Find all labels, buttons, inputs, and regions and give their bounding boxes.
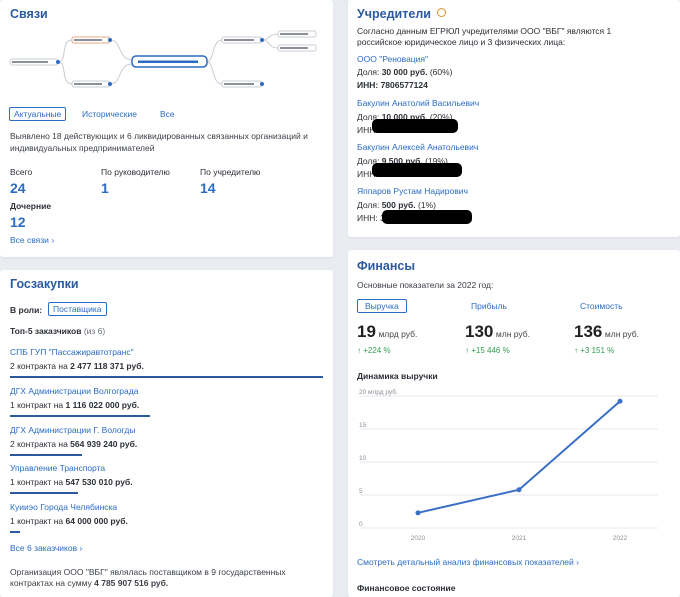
founder-inn: ИНН	[357, 169, 376, 179]
chevron-right-icon: ›	[79, 543, 83, 553]
customer-name[interactable]: ДГХ Администрации Г. Вологды	[10, 425, 136, 435]
stat-label-founder: По учредителю	[200, 167, 261, 177]
x-tick-label: 2022	[613, 535, 628, 542]
y-tick-label: 0	[359, 521, 363, 528]
stat-value-founder[interactable]: 14	[200, 180, 216, 196]
financial-analysis-link[interactable]: Смотреть детальный анализ финансовых пок…	[357, 557, 579, 567]
procurement-summary: Организация ООО "ВБГ" являлась поставщик…	[10, 567, 286, 588]
founder-share: Доля: 10 000 руб. (20%)	[357, 112, 453, 122]
stat-label-subsidiaries: Дочерние	[10, 201, 52, 211]
metric-profit: 130 млн руб.	[465, 322, 530, 341]
revenue-point[interactable]	[516, 487, 522, 493]
founders-title: Учредители	[357, 7, 447, 21]
customer-name[interactable]: Управление Транспорта	[10, 463, 106, 473]
customer-share-bar	[10, 531, 20, 533]
chevron-right-icon: ›	[576, 557, 579, 567]
tab-actual[interactable]: Актуальные	[9, 107, 67, 121]
revenue-point[interactable]	[617, 398, 623, 404]
tab-profit[interactable]: Прибыль	[471, 301, 507, 311]
founder-name[interactable]: Бакулин Анатолий Васильевич	[357, 98, 480, 108]
founder-share: Доля: 500 руб. (1%)	[357, 200, 436, 210]
metric-revenue: 19 млрд руб.	[357, 322, 418, 341]
tab-revenue[interactable]: Выручка	[357, 299, 407, 313]
redaction-mark	[372, 119, 458, 133]
all-connections-link[interactable]: Все связи ›	[10, 235, 55, 245]
x-tick-label: 2020	[411, 535, 426, 542]
customer-contracts: 1 контракт на 1 116 022 000 руб.	[10, 400, 140, 410]
founders-card: Учредители Согласно данным ЕГРЮЛ учредит…	[348, 0, 680, 237]
founder-inn: ИНН	[357, 125, 376, 135]
metric-value: 136 млн руб.	[574, 322, 639, 341]
y-tick-label: 5	[359, 488, 363, 495]
finance-title: Финансы	[357, 259, 416, 273]
metric-revenue-change: ↑ +224 %	[357, 346, 391, 355]
y-tick-label: 15	[359, 422, 367, 429]
chart-title: Динамика выручки	[357, 371, 438, 381]
customer-contracts: 1 контракт на 64 000 000 руб.	[10, 516, 128, 526]
svyazi-title: Связи	[10, 7, 48, 21]
customer-name[interactable]: ДГХ Администрации Волгограда	[10, 386, 139, 396]
role-label: В роли:	[10, 305, 43, 315]
y-tick-label: 20 млрд руб.	[359, 388, 398, 396]
customer-contracts: 2 контракта на 2 477 118 371 руб.	[10, 361, 144, 371]
all-customers-link[interactable]: Все 6 заказчиков ›	[10, 543, 83, 553]
finance-card: Финансы Основные показатели за 2022 год:…	[348, 250, 680, 597]
customer-contracts: 2 контракта на 564 939 240 руб.	[10, 439, 138, 449]
customer-share-bar	[10, 415, 150, 417]
connections-graph-icon	[9, 30, 317, 88]
customer-name[interactable]: СПБ ГУП "Пассажиравтотранс"	[10, 347, 134, 357]
role-supplier-tab[interactable]: Поставщика	[48, 302, 107, 316]
tab-value[interactable]: Стоимость	[580, 301, 623, 311]
x-tick-label: 2021	[512, 535, 527, 542]
customer-share-bar	[10, 376, 323, 378]
y-tick-label: 10	[359, 455, 367, 462]
stat-value-subsidiaries[interactable]: 12	[10, 214, 26, 230]
customer-share-bar	[10, 492, 78, 494]
redaction-mark	[382, 210, 472, 224]
founder-share: Доля: 30 000 руб. (60%)	[357, 67, 453, 77]
info-icon[interactable]	[437, 8, 447, 17]
tab-historical[interactable]: Исторические	[82, 109, 137, 119]
metric-value-change: ↑ +3 151 %	[574, 346, 615, 355]
customer-contracts: 1 контракт на 547 530 010 руб.	[10, 477, 133, 487]
svyazi-card: Связи	[0, 0, 333, 257]
founder-name[interactable]: ООО "Реновация"	[357, 54, 429, 64]
procurement-title: Госзакупки	[10, 277, 79, 291]
revenue-point[interactable]	[415, 510, 421, 516]
founders-intro: Согласно данным ЕГРЮЛ учредителями ООО "…	[357, 26, 612, 47]
top-customers-label: Топ-5 заказчиков (из 6)	[10, 326, 106, 336]
stat-value-director[interactable]: 1	[101, 180, 109, 196]
stat-label-total: Всего	[10, 167, 33, 177]
finance-subtitle: Основные показатели за 2022 год:	[357, 280, 494, 290]
svyazi-description: Выявлено 18 действующих и 6 ликвидирован…	[10, 131, 308, 153]
stat-label-director: По руководителю	[101, 167, 170, 177]
customer-name[interactable]: Куииэо Города Челябинска	[10, 502, 118, 512]
founder-inn: ИНН: 3	[357, 213, 385, 223]
founder-name[interactable]: Бакулин Алексей Анатольевич	[357, 142, 479, 152]
founder-name[interactable]: Яппаров Рустам Надирович	[357, 186, 468, 196]
revenue-series-line	[417, 400, 621, 514]
redaction-mark	[372, 163, 462, 177]
metric-profit-change: ↑ +15 446 %	[465, 346, 510, 355]
stat-value-total[interactable]: 24	[10, 180, 26, 196]
tab-all[interactable]: Все	[160, 109, 175, 119]
chevron-right-icon: ›	[51, 235, 55, 245]
procurement-card: Госзакупки В роли: Поставщика Топ-5 зака…	[0, 270, 333, 597]
revenue-chart: 20 млрд руб. 15 10 5 0 2020 2021 2022	[359, 388, 658, 542]
founder-inn: ИНН: 7806577124	[357, 80, 428, 90]
customer-share-bar	[10, 454, 82, 456]
financial-state-label: Финансовое состояние	[357, 583, 456, 593]
founder-share: Доля: 9 500 руб. (19%)	[357, 156, 448, 166]
